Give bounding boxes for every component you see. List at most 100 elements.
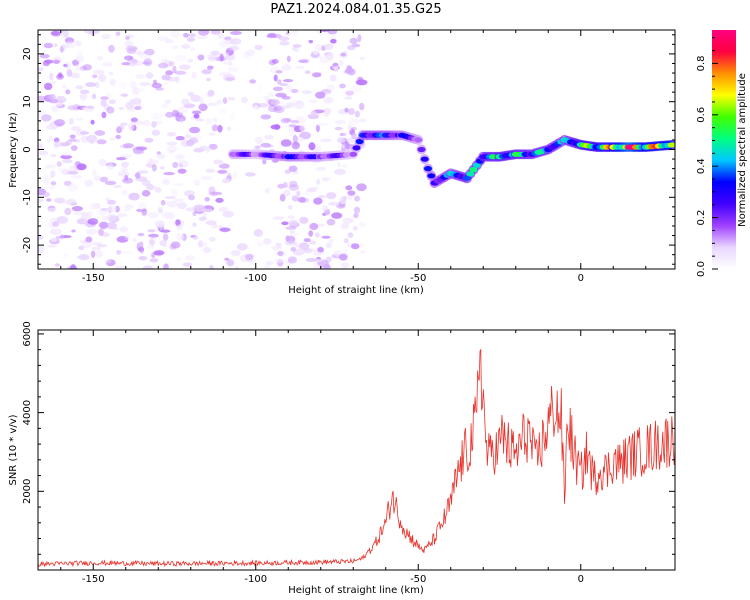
spectrogram-noise-blob: [222, 52, 230, 57]
y-tick-label: -20: [22, 237, 33, 253]
spectrogram-noise-blob: [176, 257, 182, 262]
spectrogram-noise-blob: [326, 192, 337, 200]
spectrogram-noise-blob: [245, 49, 256, 56]
spectrogram-noise-blob: [171, 109, 180, 118]
figure-title: PAZ1.2024.084.01.35.G25: [270, 2, 442, 17]
colorbar-tick-label: 0.0: [696, 261, 707, 277]
spectrogram-noise-blob: [234, 265, 239, 269]
spectrogram-noise-blob: [52, 221, 60, 227]
spectrogram-noise-blob: [50, 170, 56, 178]
spectrogram-noise-blob: [56, 161, 62, 167]
spectrogram-noise-blob: [299, 197, 310, 204]
spectrogram-noise-blob: [294, 242, 299, 248]
spectrogram-noise-blob: [341, 164, 348, 168]
spectrogram-noise-blob: [125, 45, 138, 52]
spectrogram-noise-blob: [188, 33, 196, 38]
spectrogram-noise-blob: [122, 177, 134, 184]
spectrogram-noise-blob: [280, 105, 292, 109]
spectrogram-noise-blob: [106, 213, 117, 222]
spectrogram-noise-blob: [92, 69, 105, 75]
spectrogram-noise-blob: [191, 71, 197, 80]
spectrogram-noise-blob: [50, 31, 61, 36]
spectrogram-noise-blob: [290, 232, 300, 236]
spectrogram-noise-blob: [44, 164, 57, 169]
spectrogram-noise-blob: [147, 212, 159, 219]
spectrogram-noise-blob: [56, 74, 64, 80]
spectrogram-noise-blob: [165, 70, 174, 76]
spectrogram-noise-blob: [354, 110, 360, 118]
spectrogram-noise-blob: [278, 36, 290, 41]
spectrogram-noise-blob: [179, 118, 184, 125]
spectrogram-noise-blob: [62, 84, 67, 89]
spectrogram-ridge-cell: [427, 173, 436, 179]
spectrogram-noise-blob: [124, 40, 134, 47]
spectrogram-noise-blob: [285, 32, 290, 36]
spectrogram-noise-blob: [53, 141, 64, 147]
spectrogram-noise-blob: [95, 81, 100, 89]
spectrogram-noise-blob: [160, 103, 169, 109]
spectrogram-noise-blob: [172, 65, 177, 74]
spectrogram-noise-blob: [125, 35, 130, 40]
spectrogram-y-label: Frequency (Hz): [8, 112, 19, 188]
spectrogram-noise-blob: [339, 196, 347, 205]
spectrogram-noise-blob: [68, 138, 77, 142]
spectrogram-noise-blob: [353, 212, 359, 219]
spectrogram-noise-blob: [316, 122, 329, 127]
spectrogram-noise-blob: [298, 242, 310, 250]
spectrogram-noise-blob: [122, 250, 133, 255]
spectrogram-noise-blob: [105, 259, 116, 267]
spectrogram-noise-blob: [91, 93, 97, 100]
spectrogram-noise-blob: [349, 37, 358, 45]
spectrogram-noise-blob: [253, 104, 260, 111]
spectrogram-noise-blob: [288, 184, 300, 191]
spectrogram-noise-blob: [49, 72, 54, 81]
spectrogram-noise-blob: [184, 190, 195, 197]
spectrogram-noise-blob: [127, 123, 135, 131]
spectrogram-noise-blob: [225, 77, 236, 81]
spectrogram-noise-blob: [254, 44, 263, 51]
spectrogram-noise-blob: [50, 237, 58, 243]
spectrogram-noise-blob: [337, 137, 346, 144]
spectrogram-noise-blob: [78, 245, 85, 251]
spectrogram-noise-blob: [178, 163, 183, 168]
spectrogram-noise-blob: [57, 167, 68, 173]
spectrogram-noise-blob: [296, 190, 301, 197]
spectrogram-noise-blob: [308, 99, 318, 104]
spectrogram-noise-blob: [137, 170, 149, 174]
spectrogram-noise-blob: [163, 263, 169, 269]
spectrogram-noise-blob: [183, 32, 190, 38]
spectrogram-noise-blob: [75, 85, 84, 90]
spectrogram-noise-blob: [264, 263, 270, 269]
spectrogram-noise-blob: [230, 31, 242, 35]
spectrogram-noise-blob: [328, 201, 340, 206]
spectrogram-noise-blob: [139, 54, 152, 59]
spectrogram-noise-blob: [190, 47, 195, 51]
spectrogram-noise-blob: [187, 58, 194, 63]
spectrogram-noise-blob: [59, 46, 64, 53]
spectrogram-noise-blob: [301, 90, 313, 95]
spectrogram-noise-blob: [291, 100, 304, 104]
spectrogram-noise-blob: [244, 253, 256, 258]
spectrogram-noise-blob: [87, 218, 99, 225]
spectrogram-noise-blob: [319, 138, 332, 143]
spectrogram-noise-blob: [284, 169, 292, 174]
spectrogram-noise-blob: [172, 161, 179, 169]
spectrogram-noise-blob: [129, 61, 135, 67]
spectrogram-noise-blob: [193, 113, 200, 119]
spectrogram-noise-blob: [275, 70, 283, 74]
spectrogram-noise-blob: [139, 82, 151, 86]
colorbar-axis: 0.0 0.2 0.4 0.6 0.8: [696, 37, 718, 277]
spectrogram-noise-blob: [71, 206, 83, 212]
spectrogram-noise-blob: [90, 119, 95, 125]
spectrogram-noise-blob: [275, 257, 285, 263]
spectrogram-noise-blob: [355, 79, 368, 86]
spectrogram-noise-blob: [358, 221, 366, 228]
spectrogram-noise-blob: [172, 45, 179, 50]
spectrogram-x-axis: -150 -100 -50 0: [60, 30, 647, 284]
spectrogram-noise-blob: [202, 246, 211, 254]
spectrogram-noise-blob: [338, 59, 344, 67]
spectrogram-noise-blob: [210, 191, 223, 196]
spectrogram-noise-blob: [96, 139, 107, 145]
spectrogram-noise-blob: [156, 153, 166, 160]
spectrogram-noise-blob: [308, 186, 320, 191]
